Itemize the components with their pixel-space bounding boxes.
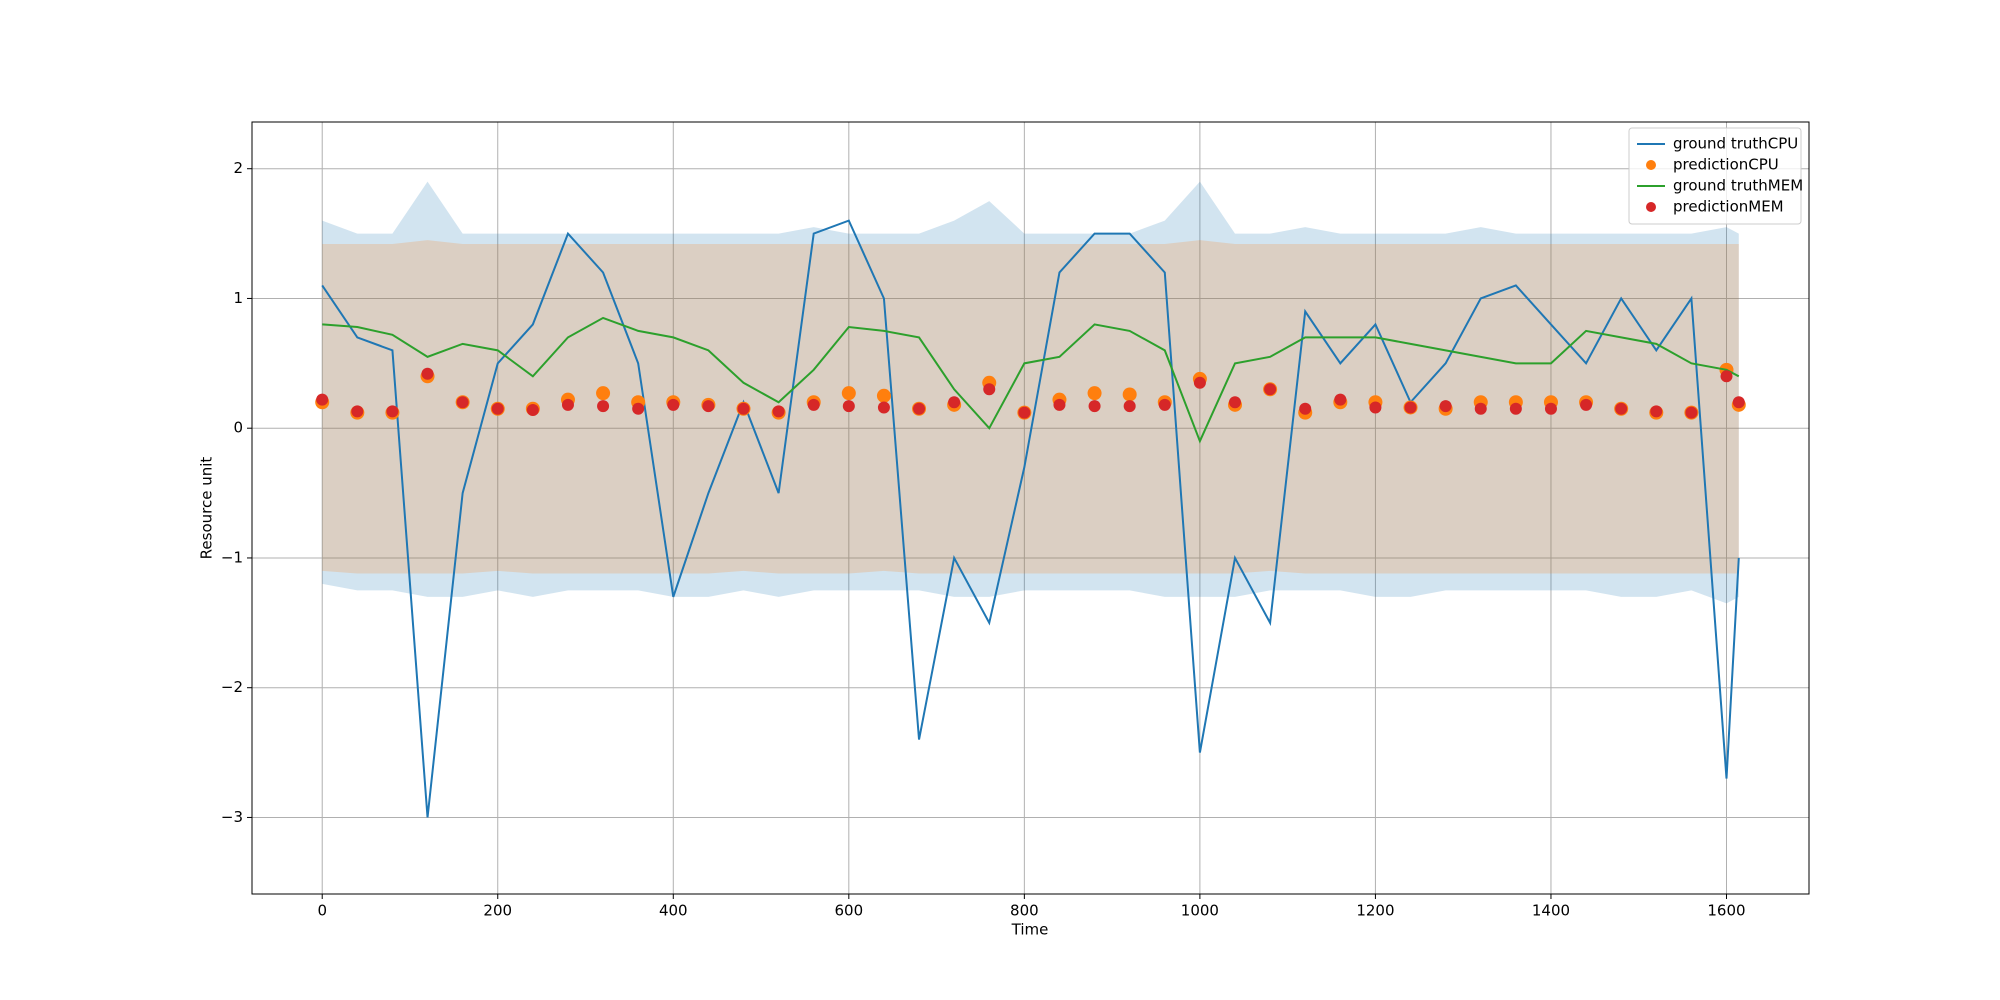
prediction-point (983, 383, 996, 396)
prediction-point (1439, 400, 1452, 413)
x-tick-label: 1200 (1356, 902, 1394, 920)
prediction-point (351, 405, 364, 418)
legend-box (1628, 127, 1802, 225)
prediction-point (1088, 400, 1101, 413)
x-tick-label: 600 (835, 902, 864, 920)
prediction-point (1018, 406, 1031, 419)
plot-area (315, 181, 1746, 818)
prediction-point (596, 386, 611, 401)
prediction-point (876, 388, 891, 403)
legend-label: predictionMEM (1673, 198, 1784, 216)
prediction-point (1369, 401, 1382, 414)
legend-label: ground truthCPU (1673, 135, 1798, 153)
prediction-point (1544, 402, 1557, 415)
x-tick-label: 0 (317, 902, 327, 920)
prediction-point (1650, 405, 1663, 418)
prediction-point (1334, 393, 1347, 406)
prediction-point (561, 398, 574, 411)
prediction-point (877, 401, 890, 414)
x-tick-label: 1000 (1181, 902, 1219, 920)
y-tick-label: −1 (221, 548, 243, 566)
prediction-point (737, 402, 750, 415)
confidence-band (322, 181, 1739, 604)
prediction-point (807, 398, 820, 411)
prediction-point (1474, 402, 1487, 415)
prediction-point (1720, 370, 1733, 383)
prediction-point (841, 386, 856, 401)
prediction-point (772, 405, 785, 418)
prediction-point (491, 402, 504, 415)
prediction-point (1615, 402, 1628, 415)
axes-frame (251, 121, 1810, 895)
prediction-point (1228, 396, 1241, 409)
prediction-point (526, 404, 539, 417)
series-line (321, 219, 1740, 818)
prediction-point (667, 398, 680, 411)
y-axis-label: Resource unit (198, 457, 216, 560)
series-line (322, 316, 1740, 444)
x-tick-label: 800 (1010, 902, 1039, 920)
y-tick-label: 2 (233, 159, 243, 177)
legend-swatch (1646, 160, 1656, 170)
prediction-point (386, 405, 399, 418)
prediction-point (1158, 398, 1171, 411)
legend-label: predictionCPU (1673, 156, 1779, 174)
prediction-point (913, 402, 926, 415)
prediction-point (1087, 386, 1102, 401)
prediction-point (1193, 376, 1206, 389)
prediction-point (1685, 406, 1698, 419)
x-tick-label: 200 (483, 902, 512, 920)
y-tick-label: −2 (221, 678, 243, 696)
prediction-point (456, 396, 469, 409)
prediction-point (421, 367, 434, 380)
prediction-point (1264, 383, 1277, 396)
x-tick-label: 400 (659, 902, 688, 920)
y-tick-label: 0 (233, 419, 243, 437)
prediction-point (1053, 398, 1066, 411)
prediction-point (1404, 401, 1417, 414)
x-axis-label: Time (1011, 921, 1049, 939)
prediction-point (597, 400, 610, 413)
confidence-band (322, 240, 1739, 574)
prediction-point (1123, 400, 1136, 413)
x-tick-label: 1600 (1707, 902, 1745, 920)
prediction-point (632, 402, 645, 415)
prediction-point (1299, 402, 1312, 415)
y-tick-label: −3 (221, 808, 243, 826)
prediction-point (702, 400, 715, 413)
prediction-point (1732, 396, 1745, 409)
prediction-point (316, 393, 329, 406)
prediction-point (948, 396, 961, 409)
y-tick-label: 1 (233, 289, 243, 307)
legend-swatch (1646, 202, 1656, 212)
prediction-point (1122, 387, 1137, 402)
prediction-point (1509, 402, 1522, 415)
x-tick-label: 1400 (1532, 902, 1570, 920)
prediction-point (1580, 398, 1593, 411)
legend-label: ground truthMEM (1673, 177, 1803, 195)
prediction-point (842, 400, 855, 413)
